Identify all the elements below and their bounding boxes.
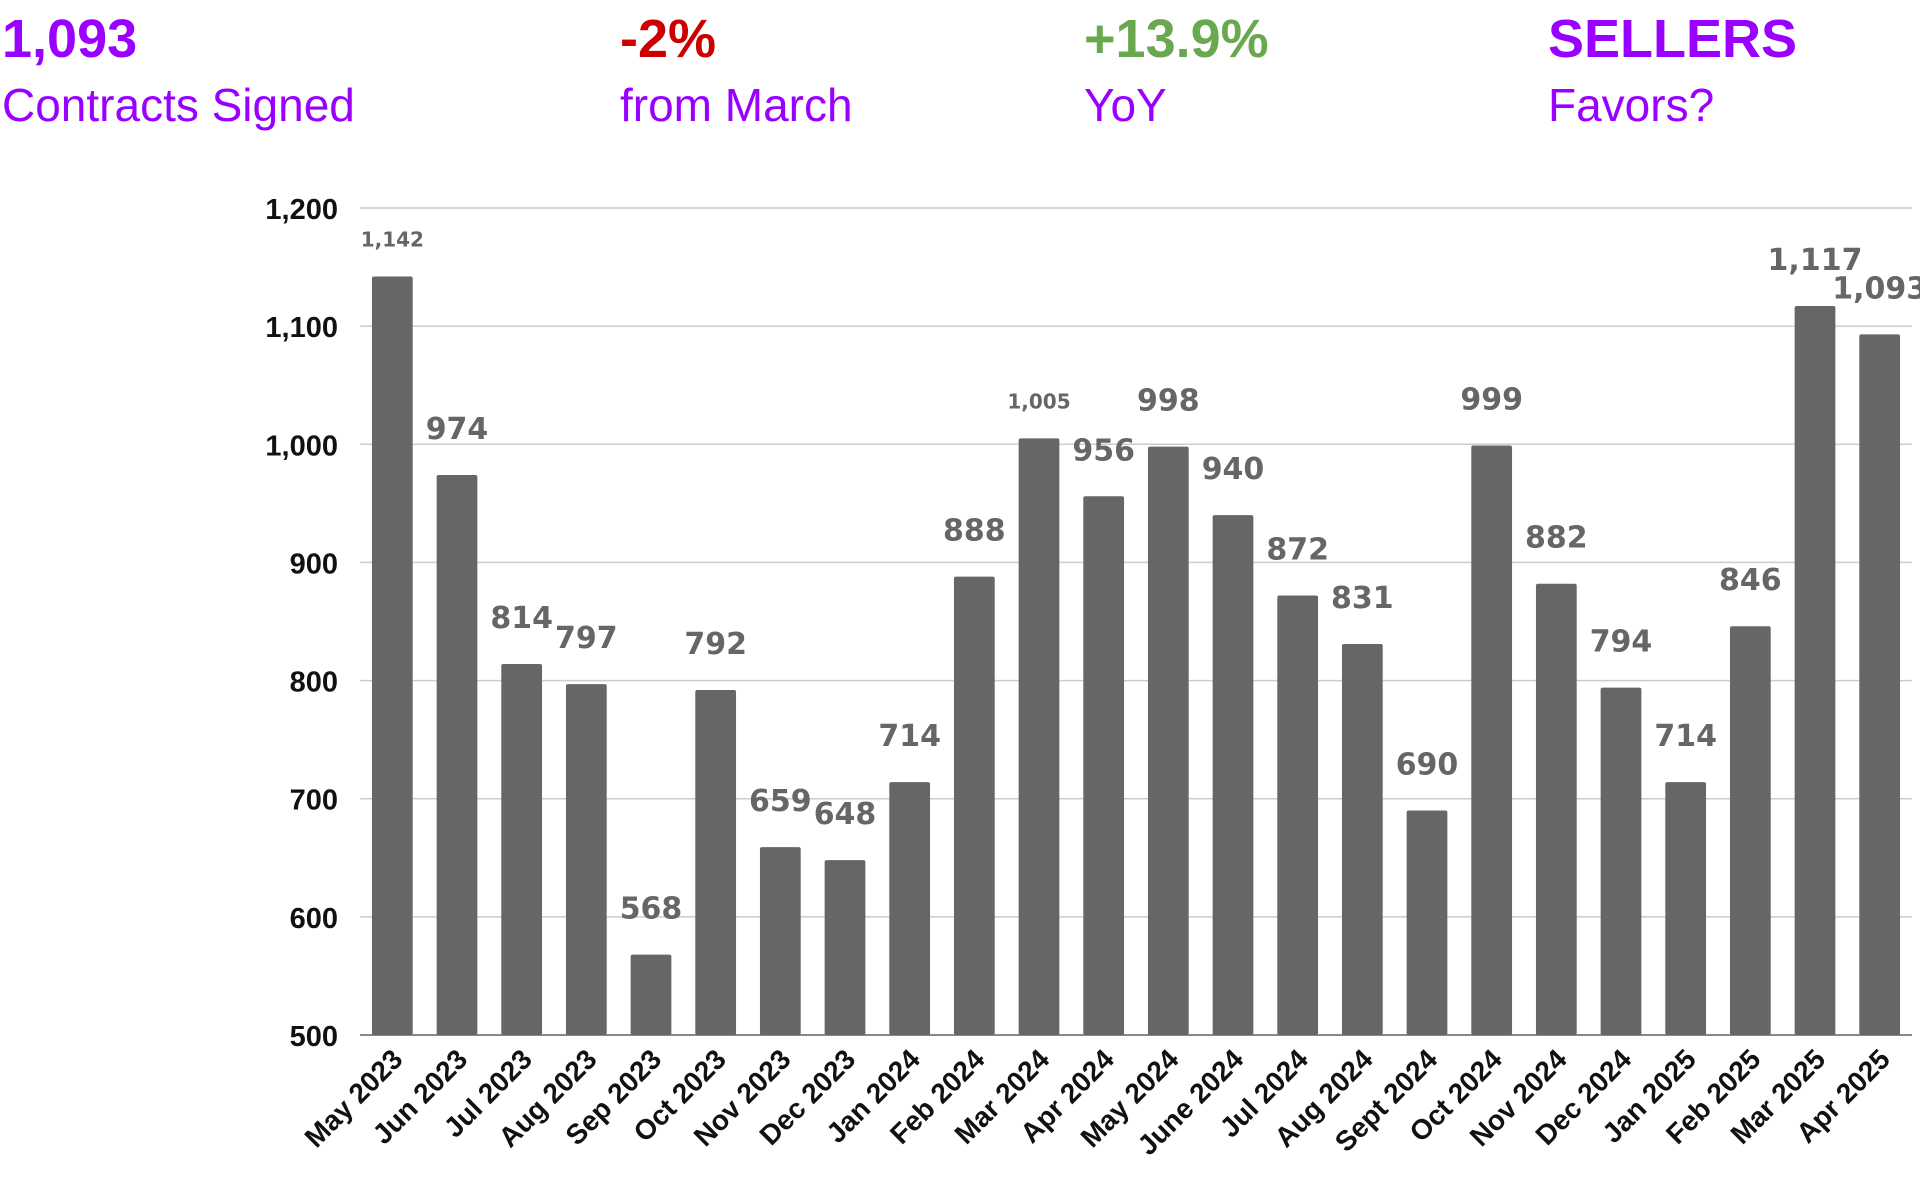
stat-value: 1,093: [2, 9, 138, 69]
stat-value: -2%: [620, 9, 717, 69]
bar: [695, 690, 737, 1035]
y-tick-label: 500: [290, 1021, 338, 1053]
data-label: 1,142: [361, 228, 424, 252]
bar: [1212, 515, 1254, 1035]
bar: [1665, 782, 1707, 1035]
bar: [1277, 595, 1319, 1035]
stat-label: Contracts Signed: [2, 79, 355, 131]
data-label: 714: [878, 719, 941, 754]
data-label: 568: [620, 892, 683, 927]
bar: [1794, 306, 1836, 1035]
bar: [824, 860, 866, 1035]
stat-month-change: -2% from March: [620, 0, 853, 128]
y-tick-label: 800: [290, 667, 338, 699]
stat-label: from March: [620, 79, 853, 131]
bar: [1600, 687, 1642, 1035]
bar: [436, 475, 478, 1035]
bar: [759, 847, 801, 1035]
data-label: 659: [749, 784, 812, 819]
y-tick-label: 600: [290, 903, 338, 935]
bar: [371, 276, 413, 1036]
stat-yoy-change: +13.9% YoY: [1084, 0, 1269, 128]
bar: [1729, 626, 1771, 1035]
data-label: 1,093: [1832, 271, 1920, 306]
bar: [1859, 334, 1901, 1036]
bar: [1083, 496, 1125, 1036]
stat-market-favors: SELLERS Favors?: [1548, 0, 1797, 128]
stat-label: Favors?: [1548, 79, 1715, 131]
bar: [1406, 810, 1448, 1035]
stat-value: +13.9%: [1084, 9, 1269, 69]
data-label: 872: [1266, 533, 1329, 568]
bar: [953, 576, 995, 1035]
stat-label: YoY: [1084, 79, 1167, 131]
data-label: 1,005: [1007, 389, 1070, 413]
bar: [1471, 445, 1513, 1035]
data-label: 846: [1719, 563, 1782, 598]
bar: [630, 954, 672, 1035]
bar: [1341, 643, 1383, 1035]
bar: [565, 684, 607, 1035]
data-label: 797: [555, 621, 618, 656]
data-label: 831: [1331, 581, 1394, 616]
stat-value: SELLERS: [1548, 9, 1798, 69]
data-label: 690: [1396, 748, 1459, 783]
data-label: 714: [1654, 719, 1717, 754]
data-label: 888: [943, 514, 1006, 549]
data-label: 998: [1137, 384, 1200, 419]
y-tick-label: 900: [290, 548, 338, 580]
bar: [1147, 446, 1189, 1035]
data-label: 794: [1590, 625, 1653, 660]
bar: [501, 664, 543, 1035]
y-tick-label: 1,100: [265, 312, 338, 344]
data-label: 648: [814, 797, 877, 832]
data-label: 956: [1072, 433, 1135, 468]
stat-contracts-signed: 1,093 Contracts Signed: [2, 0, 355, 128]
bar: [1535, 583, 1577, 1035]
data-label: 1,117: [1768, 243, 1863, 278]
y-tick-label: 700: [290, 785, 338, 817]
data-label: 999: [1460, 382, 1523, 417]
data-label: 940: [1202, 452, 1265, 487]
y-tick-label: 1,200: [265, 194, 338, 226]
data-label: 792: [684, 627, 747, 662]
bar: [889, 782, 931, 1035]
data-label: 882: [1525, 521, 1588, 556]
data-label: 814: [490, 601, 553, 636]
data-label: 974: [426, 412, 489, 447]
y-tick-label: 1,000: [265, 430, 338, 462]
bar: [1018, 438, 1060, 1036]
